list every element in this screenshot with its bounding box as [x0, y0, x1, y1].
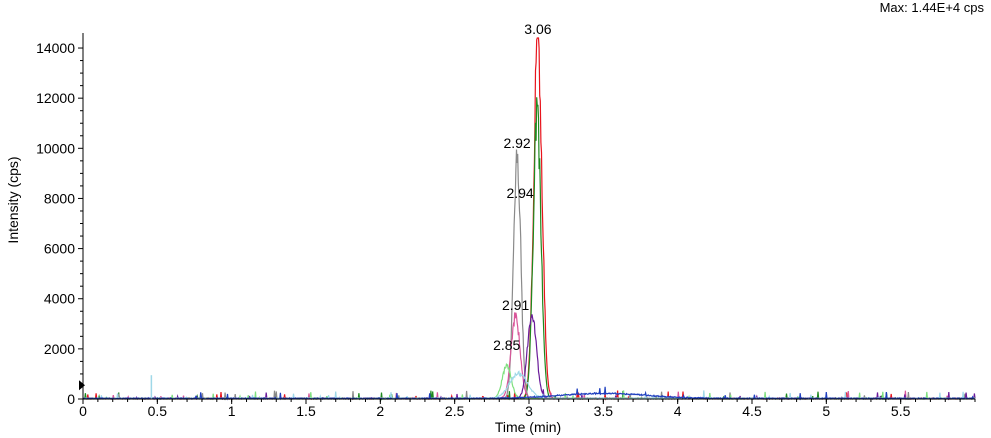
- x-tick-label: 2.5: [445, 403, 465, 419]
- max-intensity-label: Max: 1.44E+4 cps: [880, 0, 985, 15]
- peak-label: 2.94: [506, 185, 533, 201]
- x-tick-label: 2: [376, 403, 384, 419]
- y-tick-label: 4000: [44, 291, 75, 307]
- peak-label: 3.06: [524, 21, 551, 37]
- trace-line-8: [83, 386, 976, 401]
- x-tick-label: 1.5: [296, 403, 316, 419]
- baseline-marker-icon: [79, 380, 85, 391]
- x-tick-label: 5: [822, 403, 830, 419]
- trace-line-1: [82, 37, 976, 401]
- x-tick-label: 4: [674, 403, 682, 419]
- x-tick-label: 3: [525, 403, 533, 419]
- x-tick-label: 3.5: [594, 403, 614, 419]
- x-tick-label: 4.5: [742, 403, 762, 419]
- axes: 0 0.5 1 1.5 2 2.5 3 3.5 4 4.5 5 5.5 0 2000 4000 6000 800…: [36, 33, 976, 419]
- x-axis-title: Time (min): [495, 419, 561, 435]
- y-tick-label: 8000: [44, 190, 75, 206]
- y-tick-label: 12000: [36, 90, 75, 106]
- x-tick-label: 0.5: [148, 403, 168, 419]
- y-tick-label: 0: [67, 391, 75, 407]
- y-axis-title: Intensity (cps): [5, 156, 21, 243]
- peak-label: 2.85: [493, 337, 520, 353]
- peak-label: 2.92: [503, 135, 530, 151]
- x-tick-label: 0: [79, 403, 87, 419]
- peak-annotations: 3.06 2.92 2.94 2.91 2.85: [493, 21, 552, 353]
- y-tick-label: 2000: [44, 341, 75, 357]
- trace-group: [82, 37, 976, 401]
- peak-label: 2.91: [502, 297, 529, 313]
- y-tick-label: 10000: [36, 140, 75, 156]
- x-tick-label: 5.5: [891, 403, 911, 419]
- y-tick-label: 14000: [36, 40, 75, 56]
- y-tick-label: 6000: [44, 241, 75, 257]
- x-tick-label: 1: [228, 403, 236, 419]
